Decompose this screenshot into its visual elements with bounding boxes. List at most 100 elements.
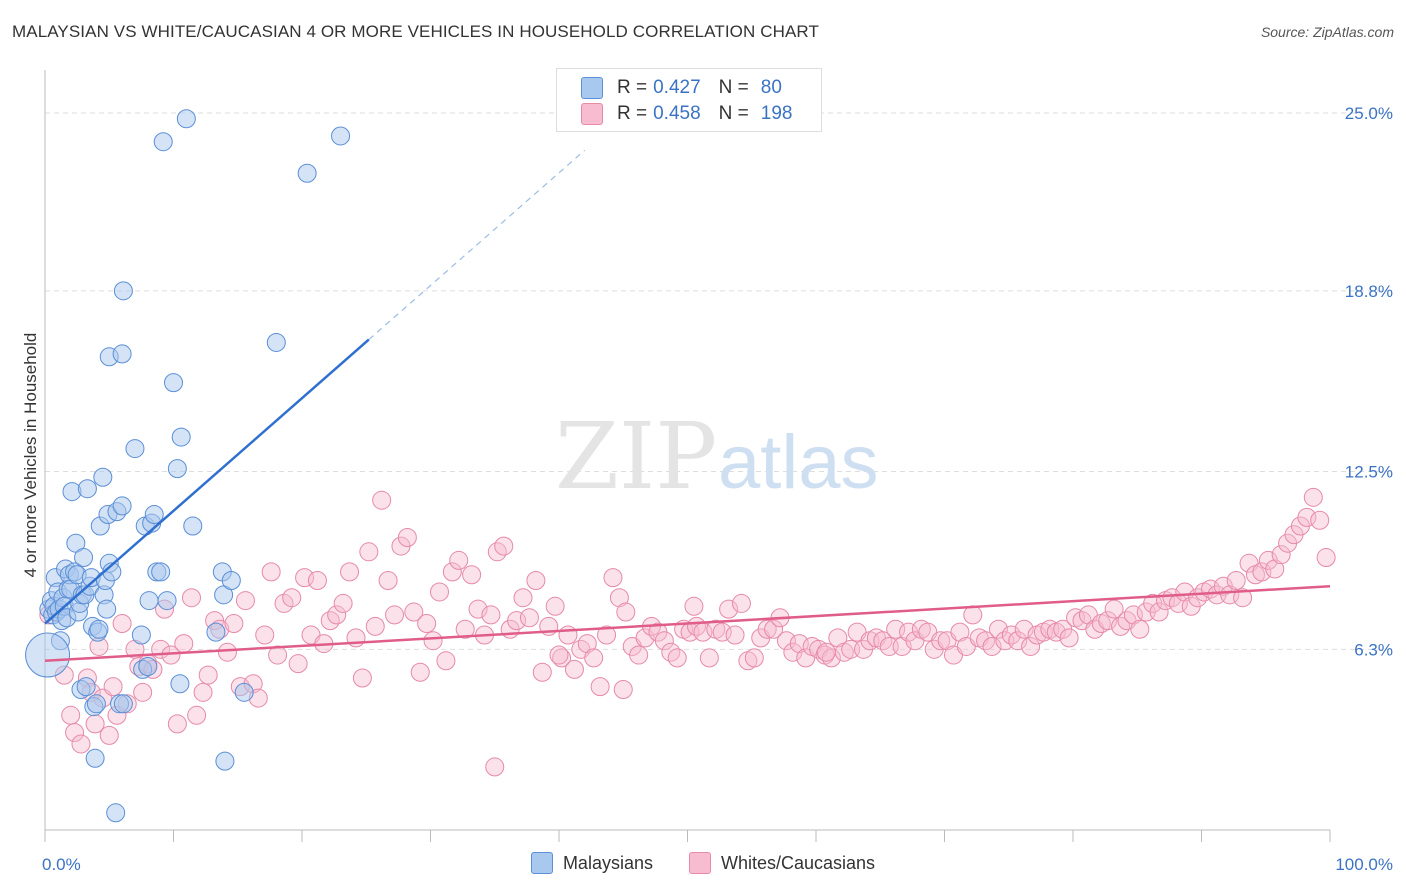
point-whites bbox=[1008, 631, 1028, 651]
point-whites bbox=[757, 619, 777, 639]
point-whites bbox=[261, 562, 281, 582]
point-whites bbox=[513, 588, 533, 608]
point-whites bbox=[590, 677, 610, 697]
point-malaysians bbox=[234, 682, 254, 702]
point-whites bbox=[552, 648, 572, 668]
trend-lines bbox=[44, 149, 1331, 663]
chart-title: MALAYSIAN VS WHITE/CAUCASIAN 4 OR MORE V… bbox=[12, 22, 819, 41]
point-whites bbox=[776, 631, 796, 651]
legend-item-malaysians[interactable]: Malaysians bbox=[530, 852, 653, 874]
series-whites-points bbox=[39, 487, 1336, 777]
point-whites bbox=[1104, 599, 1124, 619]
point-whites bbox=[828, 628, 848, 648]
point-malaysians bbox=[144, 505, 164, 525]
point-whites bbox=[442, 562, 462, 582]
point-malaysians bbox=[183, 516, 203, 536]
point-whites bbox=[423, 631, 443, 651]
point-whites bbox=[558, 625, 578, 645]
point-whites bbox=[372, 490, 392, 510]
y-axis-label: 4 or more Vehicles in Household bbox=[21, 333, 40, 578]
point-whites bbox=[436, 651, 456, 671]
legend-r-label: R = bbox=[617, 103, 648, 124]
point-whites bbox=[455, 619, 475, 639]
point-malaysians bbox=[131, 625, 151, 645]
point-whites bbox=[667, 648, 687, 668]
point-whites bbox=[103, 677, 123, 697]
point-malaysians bbox=[77, 479, 97, 499]
point-malaysians bbox=[93, 467, 113, 487]
trend-line-malaysians-extension bbox=[368, 149, 586, 341]
point-whites bbox=[449, 550, 469, 570]
point-whites bbox=[1014, 619, 1034, 639]
point-malaysians bbox=[138, 657, 158, 677]
point-malaysians bbox=[62, 482, 82, 502]
point-whites bbox=[731, 593, 751, 613]
point-whites bbox=[1021, 636, 1041, 656]
point-whites bbox=[982, 636, 1002, 656]
x-tick-labels: 0.0% 100.0% bbox=[42, 855, 1393, 874]
x-tick-label-max: 100.0% bbox=[1335, 855, 1393, 874]
legend-swatch-blue bbox=[581, 77, 603, 99]
point-malaysians bbox=[221, 570, 241, 590]
point-whites bbox=[187, 705, 207, 725]
point-whites bbox=[485, 757, 505, 777]
legend-row-malaysians: R = 0.427 N = 80 bbox=[581, 75, 782, 101]
point-whites bbox=[816, 642, 836, 662]
point-whites bbox=[327, 605, 347, 625]
point-whites bbox=[410, 662, 430, 682]
point-malaysians bbox=[266, 332, 286, 352]
point-malaysians bbox=[170, 674, 190, 694]
legend-label-whites: Whites/Caucasians bbox=[720, 852, 876, 873]
point-whites bbox=[193, 682, 213, 702]
point-whites bbox=[494, 536, 514, 556]
point-whites bbox=[603, 568, 623, 588]
point-whites bbox=[181, 588, 201, 608]
legend-label-malaysians: Malaysians bbox=[562, 852, 653, 873]
point-whites bbox=[1303, 487, 1323, 507]
point-whites bbox=[404, 602, 424, 622]
point-malaysians bbox=[86, 694, 106, 714]
point-malaysians bbox=[215, 751, 235, 771]
point-whites bbox=[198, 665, 218, 685]
point-malaysians bbox=[157, 591, 177, 611]
point-malaysians bbox=[125, 439, 145, 459]
point-whites bbox=[71, 734, 91, 754]
y-tick-label: 6.3% bbox=[1354, 640, 1393, 659]
point-whites bbox=[1226, 570, 1246, 590]
point-whites bbox=[359, 542, 379, 562]
point-whites bbox=[744, 648, 764, 668]
series-legend: Malaysians Whites/Caucasians bbox=[0, 852, 1406, 874]
point-whites bbox=[613, 679, 633, 699]
point-whites bbox=[282, 588, 302, 608]
legend-r-value: 0.427 bbox=[653, 77, 701, 98]
legend-n-label: N = bbox=[718, 103, 749, 124]
point-whites bbox=[577, 634, 597, 654]
point-whites bbox=[274, 593, 294, 613]
point-whites bbox=[564, 659, 584, 679]
point-whites bbox=[597, 625, 617, 645]
point-whites bbox=[133, 682, 153, 702]
point-whites bbox=[629, 645, 649, 665]
point-whites bbox=[462, 565, 482, 585]
point-malaysians bbox=[25, 632, 71, 678]
point-whites bbox=[378, 570, 398, 590]
point-malaysians bbox=[113, 694, 133, 714]
point-whites bbox=[174, 634, 194, 654]
point-malaysians bbox=[97, 599, 117, 619]
point-whites bbox=[1220, 585, 1240, 605]
source-label: Source: ZipAtlas.com bbox=[1260, 24, 1394, 40]
point-whites bbox=[99, 725, 119, 745]
point-whites bbox=[1149, 602, 1169, 622]
point-whites bbox=[112, 614, 132, 634]
legend-item-whites[interactable]: Whites/Caucasians bbox=[688, 852, 876, 874]
point-malaysians bbox=[139, 591, 159, 611]
point-malaysians bbox=[176, 109, 196, 129]
point-whites bbox=[468, 599, 488, 619]
point-whites bbox=[333, 593, 353, 613]
legend-n-value: 80 bbox=[760, 77, 782, 98]
legend-swatch-pink bbox=[581, 103, 603, 125]
point-whites bbox=[429, 582, 449, 602]
legend-swatch-pink bbox=[688, 852, 711, 874]
point-whites bbox=[224, 614, 244, 634]
